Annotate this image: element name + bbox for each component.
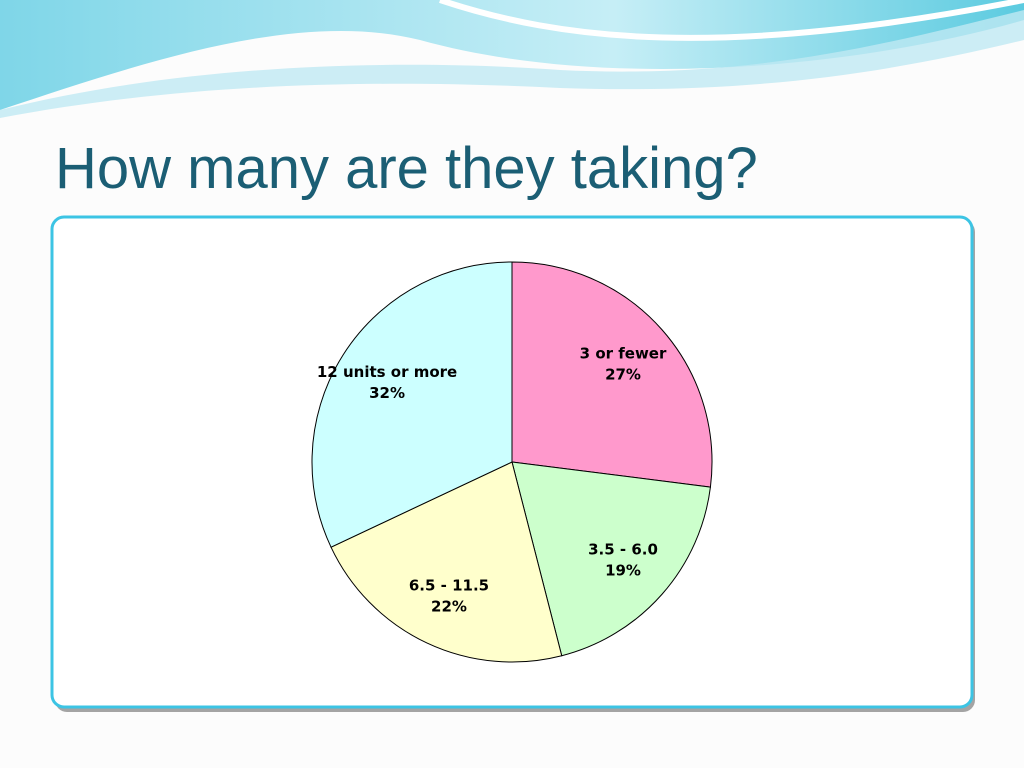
pie-slice [511,261,713,488]
pie-slice [511,461,711,657]
slice-value-label: 19% [605,561,641,579]
header-wave-2 [0,10,1024,118]
slide-title: How many are they taking? [55,136,758,201]
header-wave [0,0,1024,110]
slice-label: 3.5 - 6.0 [588,540,658,558]
pie-slice [330,461,563,663]
slice-label: 6.5 - 11.5 [409,576,489,594]
slice-label: 12 units or more [317,363,457,381]
slice-value-label: 32% [369,384,405,402]
pie-slice [311,261,513,548]
slice-value-label: 27% [605,366,641,384]
slice-value-label: 22% [431,597,467,615]
header-highlight [439,0,1024,41]
slice-label: 3 or fewer [580,345,667,363]
